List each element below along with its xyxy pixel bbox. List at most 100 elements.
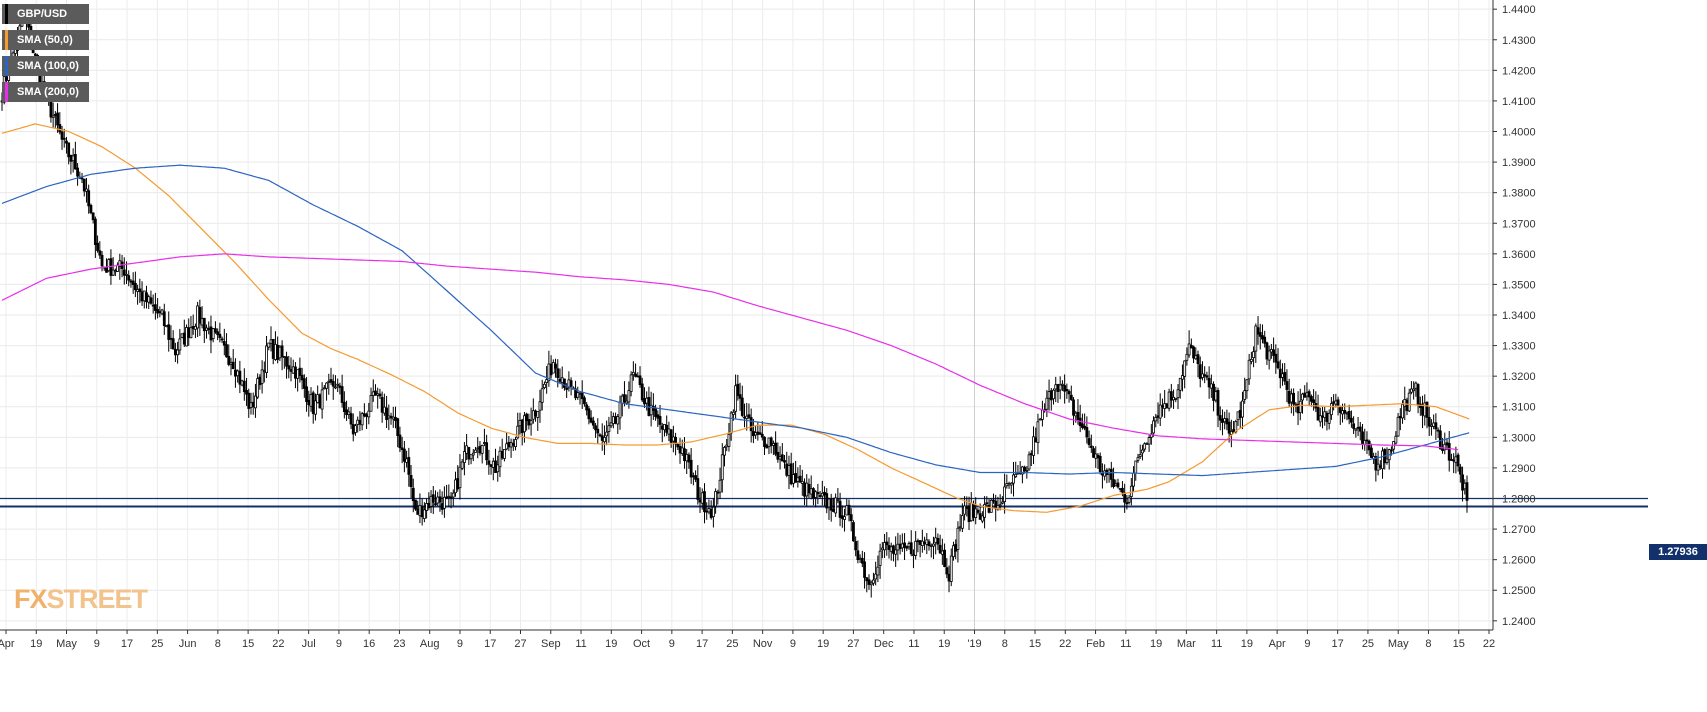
candle-body xyxy=(787,465,791,476)
candle-body xyxy=(634,373,637,377)
candle-body xyxy=(1416,384,1420,405)
candle-body xyxy=(294,366,297,379)
candle-body xyxy=(374,390,377,396)
candle-body xyxy=(800,481,804,484)
candle-body xyxy=(345,409,348,416)
candle-body xyxy=(133,282,137,291)
candle-body xyxy=(85,188,88,192)
candle-body xyxy=(1425,401,1429,418)
candle-body xyxy=(391,416,395,420)
candle-body xyxy=(967,505,971,523)
legend-item-pair[interactable]: GBP/USD xyxy=(2,4,89,24)
legend-swatch xyxy=(5,30,8,50)
candle-body xyxy=(1294,403,1298,406)
candle-body xyxy=(311,392,315,414)
candle-body xyxy=(1352,423,1356,429)
candle-body xyxy=(914,540,918,556)
candle-body xyxy=(1356,426,1360,429)
candle-body xyxy=(680,447,684,454)
candle-body xyxy=(147,296,151,303)
candle-body xyxy=(878,550,882,566)
candle-body xyxy=(351,424,355,435)
candle-body xyxy=(389,415,393,419)
candle-body xyxy=(191,326,195,330)
x-tick-label: 17 xyxy=(1332,638,1344,650)
candle-body xyxy=(451,492,455,498)
candle-body xyxy=(1245,379,1249,392)
x-tick-label: 16 xyxy=(363,638,375,650)
candle-body xyxy=(1067,391,1071,395)
candle-body xyxy=(67,142,71,158)
candle-body xyxy=(340,386,344,403)
candle-body xyxy=(1185,353,1189,361)
candle-body xyxy=(302,378,306,389)
candle-body xyxy=(880,547,884,551)
candle-body xyxy=(678,446,682,454)
candle-body xyxy=(1443,443,1447,451)
fxstreet-logo: FXSTREET xyxy=(14,584,148,614)
candle-body xyxy=(687,454,691,463)
candle-body xyxy=(1452,459,1456,462)
candle-body xyxy=(820,492,824,497)
candle-body xyxy=(858,557,862,560)
candle-body xyxy=(1321,415,1324,418)
candle-body xyxy=(476,447,480,450)
legend-item-sma-100[interactable]: SMA (100,0) xyxy=(2,56,89,76)
candle-body xyxy=(587,408,591,420)
x-tick-label: 19 xyxy=(605,638,617,650)
candle-body xyxy=(1378,465,1382,468)
candle-body xyxy=(525,413,529,422)
candle-body xyxy=(785,463,789,476)
candle-body xyxy=(720,454,724,481)
candle-body xyxy=(407,456,411,475)
candle-body xyxy=(743,416,746,419)
candle-body xyxy=(545,379,549,383)
candle-body xyxy=(125,273,128,276)
x-tick-label: 22 xyxy=(1059,638,1071,650)
candle-body xyxy=(947,573,951,582)
candle-body xyxy=(1247,359,1251,380)
candle-body xyxy=(585,404,589,411)
candle-body xyxy=(169,337,173,340)
y-tick-label: 1.4100 xyxy=(1502,96,1536,108)
candle-body xyxy=(1309,396,1313,402)
candle-body xyxy=(792,474,795,484)
candle-body xyxy=(758,432,762,435)
candle-body xyxy=(920,540,924,547)
candle-body xyxy=(876,566,880,576)
candle-body xyxy=(220,338,224,341)
candle-body xyxy=(249,402,253,408)
candle-body xyxy=(669,429,673,443)
legend-item-sma-50[interactable]: SMA (50,0) xyxy=(2,30,89,50)
candle-body xyxy=(1447,442,1451,461)
candle-body xyxy=(1147,437,1151,445)
candle-body xyxy=(1396,416,1400,437)
candle-body xyxy=(929,545,933,547)
sma-line-50 xyxy=(1,123,1470,513)
candle-body xyxy=(354,425,357,433)
candle-body xyxy=(1298,400,1302,413)
candle-body xyxy=(1216,390,1220,416)
candle-body xyxy=(625,400,629,404)
candle-body xyxy=(551,362,555,374)
candle-body xyxy=(1229,430,1233,435)
candle-body xyxy=(1398,415,1402,419)
candle-body xyxy=(700,492,704,504)
candle-body xyxy=(467,447,471,460)
candle-body xyxy=(956,527,960,550)
legend-item-sma-200[interactable]: SMA (200,0) xyxy=(2,82,89,102)
candle-body xyxy=(676,444,680,448)
x-tick-label: 8 xyxy=(215,638,221,650)
candle-body xyxy=(731,411,735,415)
candle-body xyxy=(33,53,37,56)
candle-body xyxy=(153,304,157,311)
x-tick-label: 27 xyxy=(847,638,859,650)
candle-body xyxy=(654,408,657,417)
candle-body xyxy=(714,491,718,507)
candle-body xyxy=(885,541,889,546)
candle-body xyxy=(431,494,435,503)
candle-body xyxy=(751,430,755,437)
candle-body xyxy=(305,386,308,402)
legend-label: SMA (50,0) xyxy=(17,34,73,46)
candle-body xyxy=(107,259,111,272)
